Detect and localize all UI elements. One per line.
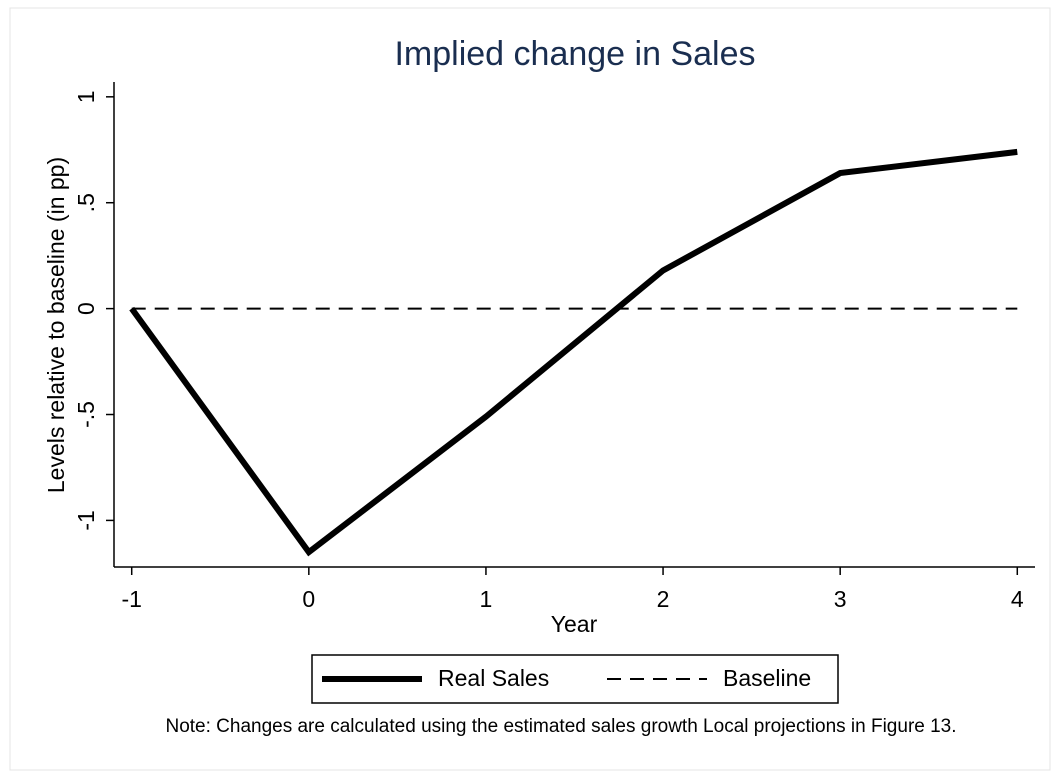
- y-tick-label: -.5: [73, 401, 99, 428]
- y-tick-label: -1: [73, 510, 99, 530]
- x-tick-label: 4: [1011, 586, 1024, 612]
- series-line: [129, 148, 1018, 557]
- chart-frame: [9, 7, 1051, 771]
- y-tick-label: 1: [73, 90, 99, 103]
- y-axis-label: Levels relative to baseline (in pp): [43, 157, 69, 493]
- chart-title: Implied change in Sales: [394, 35, 755, 73]
- legend-label: Real Sales: [438, 665, 549, 691]
- x-tick-label: 1: [480, 586, 493, 612]
- x-axis-label: Year: [551, 611, 598, 637]
- note: Note: Changes are calculated using the e…: [165, 716, 956, 737]
- x-tick-label: 0: [302, 586, 315, 612]
- legend-label: Baseline: [723, 665, 811, 691]
- y-tick-label: 0: [73, 302, 99, 315]
- y-tick-label: .5: [73, 193, 99, 212]
- x-tick-label: 2: [657, 586, 670, 612]
- x-tick-label: 3: [834, 586, 847, 612]
- x-tick-label: -1: [121, 586, 141, 612]
